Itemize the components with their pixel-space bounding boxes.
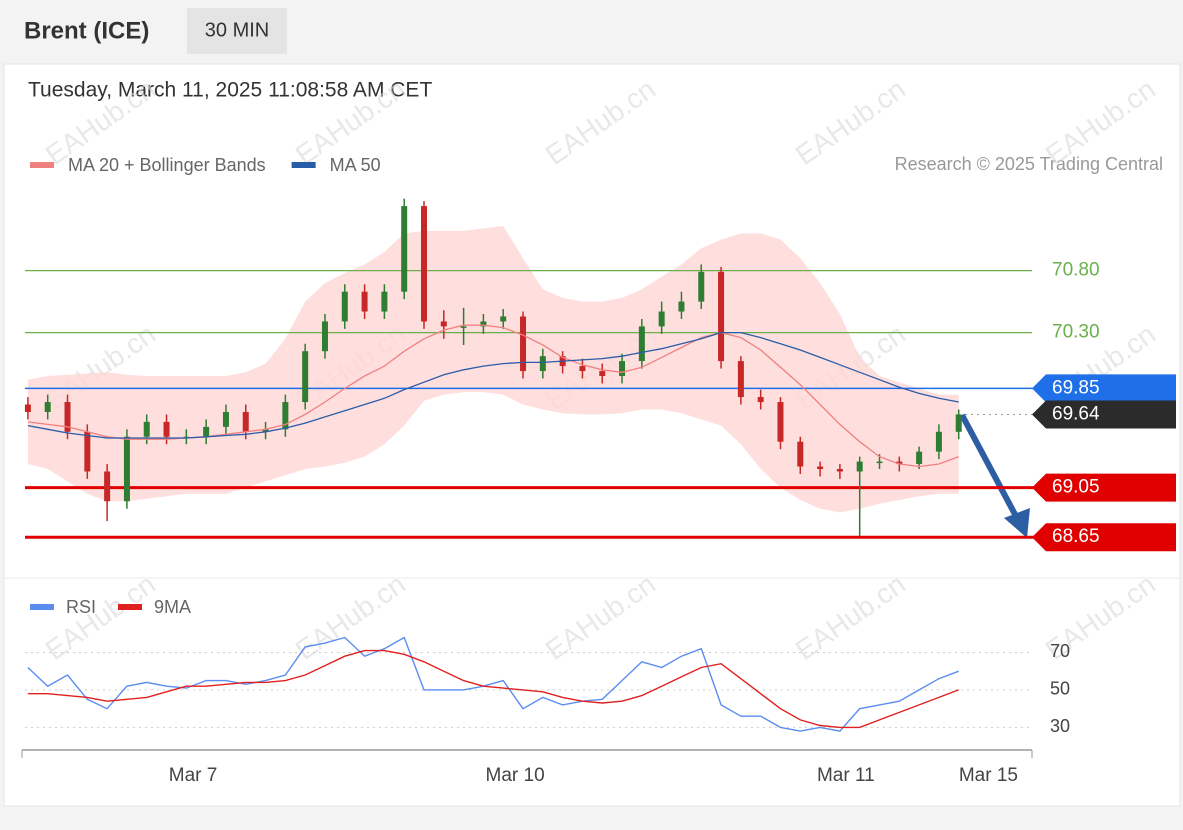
x-tick-label: Mar 15 xyxy=(959,765,1018,786)
candle-body xyxy=(282,402,289,430)
candle-body xyxy=(460,326,467,328)
level-label: 69.85 xyxy=(1052,377,1100,398)
candle-body xyxy=(24,404,31,412)
candle-body xyxy=(480,321,487,327)
ma-line xyxy=(27,331,959,439)
candle-body xyxy=(341,291,348,322)
forecast-arrow xyxy=(959,413,1021,522)
candle-body xyxy=(242,411,249,432)
candle-body xyxy=(678,301,685,312)
candle-body xyxy=(638,326,645,362)
candle-body xyxy=(143,421,150,437)
candle-body xyxy=(520,316,527,372)
x-tick-label: Mar 7 xyxy=(169,765,218,786)
candle-body xyxy=(817,466,824,469)
candle-body xyxy=(698,271,705,302)
level-badge xyxy=(1032,374,1176,403)
candle-body xyxy=(539,356,546,372)
y-tick-label: 70 xyxy=(1050,641,1070,661)
candle-body xyxy=(203,426,210,437)
candle-body xyxy=(658,311,665,327)
candle-body xyxy=(955,414,962,432)
candle-body xyxy=(64,402,71,432)
candle-body xyxy=(440,321,447,327)
candle-body xyxy=(797,441,804,467)
candle-body xyxy=(262,429,269,432)
credit: Research © 2025 Trading Central xyxy=(895,154,1163,174)
legend-swatch xyxy=(30,604,54,610)
candle-body xyxy=(123,436,130,502)
candle-body xyxy=(222,411,229,427)
interval[interactable]: 30 MIN xyxy=(205,19,269,41)
legend-label: MA 20 + Bollinger Bands xyxy=(68,155,266,175)
candle-body xyxy=(44,402,51,412)
candle-body xyxy=(916,451,923,465)
level-badge xyxy=(1032,473,1176,502)
candle-body xyxy=(104,471,111,502)
legend-swatch xyxy=(30,162,54,168)
timestamp: Tuesday, March 11, 2025 11:08:58 AM CET xyxy=(28,79,432,102)
title: Brent (ICE) xyxy=(24,17,149,44)
legend-label: RSI xyxy=(66,597,96,617)
candle-body xyxy=(302,351,309,403)
level-label: 70.30 xyxy=(1052,322,1100,343)
level-badge xyxy=(1032,523,1176,552)
rsi-line xyxy=(27,649,959,729)
candle-body xyxy=(737,361,744,398)
candle-body xyxy=(896,461,903,465)
interval-box[interactable] xyxy=(187,8,287,54)
legend-swatch xyxy=(118,604,143,610)
candle-body xyxy=(757,397,764,403)
x-tick-label: Mar 11 xyxy=(817,765,875,786)
legend-label: MA 50 xyxy=(330,155,381,175)
candle-body xyxy=(836,469,843,472)
forecast-arrowhead xyxy=(1004,508,1030,538)
level-label: 69.64 xyxy=(1052,403,1100,424)
candle-body xyxy=(718,271,725,362)
candle-body xyxy=(361,291,368,312)
candle-body xyxy=(777,402,784,442)
legend-swatch xyxy=(291,162,316,168)
level-label: 70.80 xyxy=(1052,260,1100,281)
candle-body xyxy=(876,461,883,464)
level-label: 69.05 xyxy=(1052,477,1100,498)
y-tick-label: 50 xyxy=(1050,679,1070,699)
y-tick-label: 30 xyxy=(1050,716,1070,736)
candle-body xyxy=(420,206,427,322)
bollinger-band xyxy=(27,226,959,513)
x-tick-label: Mar 10 xyxy=(486,765,545,786)
candle-body xyxy=(401,206,408,292)
candle-body xyxy=(856,461,863,472)
candle-body xyxy=(500,316,507,322)
candle-body xyxy=(84,431,91,472)
candle-body xyxy=(579,366,586,372)
candle-body xyxy=(381,291,388,312)
candle-body xyxy=(599,371,606,376)
level-badge xyxy=(1032,400,1176,429)
level-label: 68.65 xyxy=(1052,526,1100,547)
candle-body xyxy=(321,321,328,352)
candle-body xyxy=(619,361,626,376)
candle-body xyxy=(935,431,942,452)
legend-label: 9MA xyxy=(154,597,191,617)
candle-body xyxy=(163,421,170,437)
